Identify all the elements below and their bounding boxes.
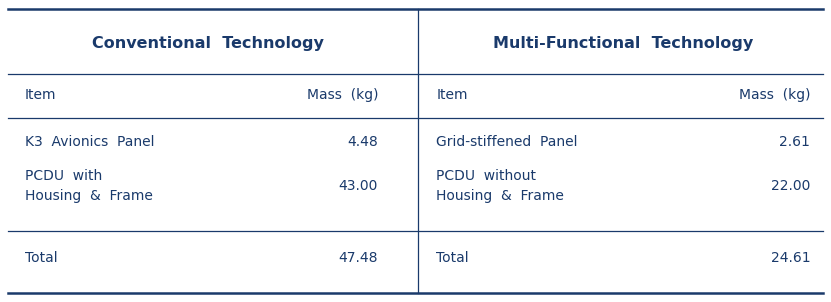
Text: Multi-Functional  Technology: Multi-Functional Technology [493, 36, 754, 51]
Text: 2.61: 2.61 [779, 135, 810, 149]
Text: Conventional  Technology: Conventional Technology [91, 36, 324, 51]
Text: K3  Avionics  Panel: K3 Avionics Panel [25, 135, 155, 149]
Text: Item: Item [436, 88, 468, 102]
Text: Total: Total [25, 251, 57, 265]
Text: Item: Item [25, 88, 57, 102]
Text: 4.48: 4.48 [347, 135, 378, 149]
Text: Total: Total [436, 251, 469, 265]
Text: Grid-stiffened  Panel: Grid-stiffened Panel [436, 135, 578, 149]
Text: PCDU  with
Housing  &  Frame: PCDU with Housing & Frame [25, 169, 153, 203]
Text: Mass  (kg): Mass (kg) [739, 88, 810, 102]
Text: Mass  (kg): Mass (kg) [307, 88, 378, 102]
Text: 47.48: 47.48 [338, 251, 378, 265]
Text: 43.00: 43.00 [339, 179, 378, 193]
Text: 22.00: 22.00 [771, 179, 810, 193]
Text: 24.61: 24.61 [770, 251, 810, 265]
Text: PCDU  without
Housing  &  Frame: PCDU without Housing & Frame [436, 169, 564, 203]
